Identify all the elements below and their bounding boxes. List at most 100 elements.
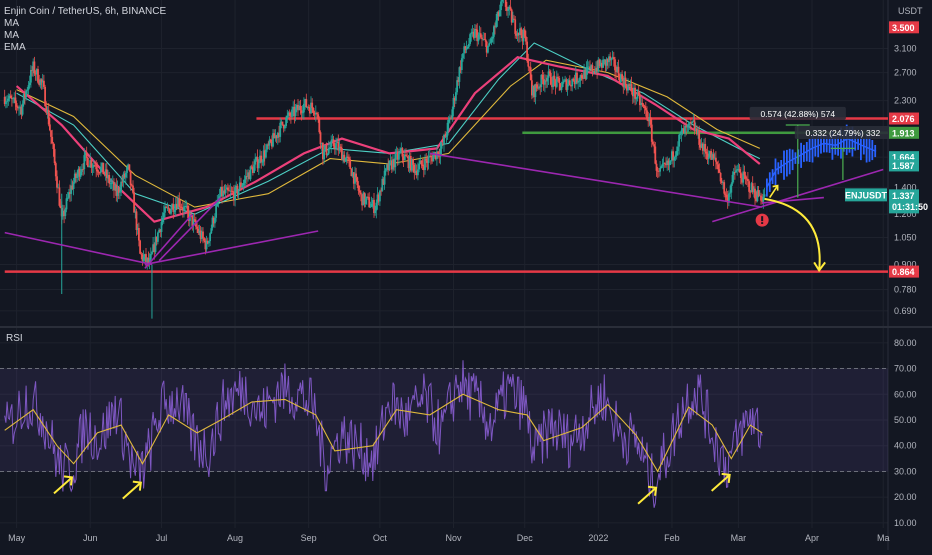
- candle-body: [463, 46, 466, 54]
- candle-body: [519, 28, 521, 35]
- candle-body: [669, 160, 672, 162]
- candle-body: [673, 156, 676, 161]
- candle-body: [705, 151, 708, 154]
- candle-body: [158, 229, 160, 233]
- candle-body: [489, 42, 492, 44]
- candle-body: [622, 78, 625, 88]
- candle-body: [85, 152, 88, 158]
- candle-body: [32, 61, 35, 71]
- candle-body: [525, 36, 527, 42]
- candle-body: [508, 6, 511, 9]
- candle-body: [620, 74, 622, 83]
- candle-body: [18, 107, 20, 109]
- candle-body: [247, 172, 249, 177]
- candle-body: [66, 197, 69, 199]
- candle-body: [608, 56, 610, 63]
- candle-body: [584, 69, 587, 79]
- chart-legend: Enjin Coin / TetherUS, 6h, BINANCE MA MA…: [4, 6, 166, 54]
- candle-body: [185, 206, 188, 207]
- candle-body: [214, 217, 216, 224]
- candle-body: [481, 37, 483, 39]
- legend-symbol[interactable]: Enjin Coin / TetherUS, 6h, BINANCE: [4, 6, 167, 17]
- candle-body: [565, 79, 568, 90]
- candle-body: [684, 126, 686, 134]
- rsi-arrow-head: [647, 485, 658, 496]
- candle-body: [89, 160, 92, 167]
- candle-body: [192, 219, 195, 226]
- legend-indicator-ema[interactable]: EMA: [4, 42, 26, 53]
- candle-body: [531, 80, 533, 96]
- candle-body: [271, 141, 273, 147]
- candle-body: [373, 199, 375, 213]
- rsi-tick-label: 20.00: [894, 492, 917, 502]
- candle-body: [317, 114, 320, 120]
- candle-body: [293, 106, 296, 117]
- candle-body: [37, 69, 39, 83]
- candle-body: [219, 186, 222, 197]
- candle-body: [452, 98, 455, 110]
- candle-body: [115, 185, 118, 196]
- candle-body: [273, 133, 276, 139]
- candle-body: [242, 183, 245, 186]
- candle-body: [38, 82, 41, 85]
- candle-body: [40, 79, 43, 83]
- candle-body: [554, 79, 557, 87]
- candle-body: [43, 80, 45, 87]
- candle-body: [615, 70, 617, 72]
- candle-body: [647, 118, 650, 122]
- candle-body: [300, 110, 303, 114]
- candle-body: [142, 256, 145, 261]
- candle-body: [358, 190, 361, 193]
- candle-body: [109, 183, 112, 185]
- candle-body: [154, 236, 157, 253]
- candle-body: [660, 166, 663, 168]
- candle-body: [52, 143, 55, 149]
- candle-body: [424, 158, 426, 170]
- candle-body: [681, 128, 684, 131]
- candle-body: [290, 115, 292, 117]
- candle-body: [123, 173, 126, 178]
- candle-body: [21, 103, 24, 115]
- candle-body: [488, 43, 490, 46]
- candle-body: [500, 1, 502, 11]
- candle-body: [704, 144, 707, 152]
- rsi-tick-label: 40.00: [894, 441, 917, 451]
- candle-body: [497, 12, 500, 17]
- rsi-arrow: [711, 474, 731, 492]
- candle-body: [399, 151, 401, 153]
- candle-body: [462, 53, 464, 59]
- rsi-arrow: [122, 481, 142, 500]
- candle-body: [544, 80, 546, 85]
- legend-indicator-ma1[interactable]: MA: [4, 18, 19, 29]
- candle-body: [456, 80, 458, 93]
- candle-body: [756, 190, 759, 201]
- legend-indicator-ma2[interactable]: MA: [4, 30, 19, 41]
- price-tick-label: 1.400: [894, 182, 917, 192]
- rsi-title[interactable]: RSI: [6, 333, 23, 344]
- candle-body: [62, 210, 64, 217]
- candle-body: [265, 149, 267, 158]
- candle-body: [557, 76, 559, 78]
- candle-body: [396, 153, 399, 160]
- price-tag-label: 1.337: [892, 191, 915, 201]
- candle-body: [718, 169, 721, 173]
- candle-body: [134, 211, 137, 213]
- candle-body: [641, 102, 644, 105]
- candle-body: [616, 66, 619, 72]
- candle-body: [57, 187, 60, 189]
- candle-body: [762, 196, 765, 202]
- candle-body: [236, 185, 239, 195]
- candle-body: [658, 170, 660, 172]
- candle-body: [298, 105, 301, 111]
- candle-body: [282, 124, 285, 129]
- candle-body: [732, 172, 735, 175]
- candle-body: [197, 228, 200, 234]
- candle-body: [440, 143, 443, 149]
- candle-body: [284, 126, 286, 129]
- candle-body: [723, 182, 726, 194]
- candle-body: [83, 155, 86, 170]
- candle-body: [458, 67, 461, 82]
- candle-body: [132, 185, 134, 193]
